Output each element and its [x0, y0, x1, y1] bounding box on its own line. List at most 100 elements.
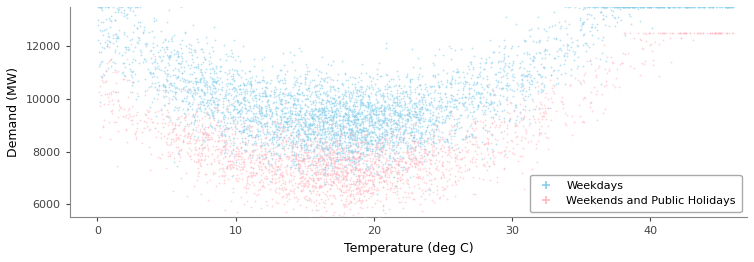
- Weekdays: [366, 182, 379, 186]
- Weekends and Public Holidays: [247, 170, 259, 174]
- Weekdays: [340, 94, 352, 99]
- Weekdays: [595, 10, 607, 14]
- Weekdays: [225, 87, 238, 91]
- Weekdays: [275, 108, 287, 112]
- Weekends and Public Holidays: [182, 131, 195, 135]
- Weekends and Public Holidays: [299, 161, 311, 165]
- Weekdays: [513, 110, 526, 114]
- Weekends and Public Holidays: [173, 137, 185, 141]
- Weekdays: [188, 79, 201, 84]
- Weekdays: [125, 5, 137, 9]
- Weekdays: [577, 33, 589, 37]
- Weekdays: [409, 148, 421, 152]
- Weekdays: [132, 20, 144, 24]
- Weekends and Public Holidays: [322, 197, 334, 201]
- Weekends and Public Holidays: [375, 153, 388, 157]
- Weekdays: [292, 127, 304, 131]
- Weekdays: [354, 75, 366, 79]
- Weekdays: [304, 122, 316, 126]
- Weekdays: [140, 44, 152, 48]
- Weekends and Public Holidays: [569, 120, 581, 124]
- Weekdays: [407, 126, 419, 130]
- Weekends and Public Holidays: [334, 166, 346, 170]
- Weekends and Public Holidays: [278, 185, 290, 189]
- Weekends and Public Holidays: [235, 195, 247, 199]
- Weekends and Public Holidays: [192, 157, 204, 162]
- Weekends and Public Holidays: [469, 121, 481, 125]
- Weekends and Public Holidays: [161, 141, 173, 146]
- Weekdays: [228, 119, 241, 123]
- Weekends and Public Holidays: [221, 151, 233, 155]
- Weekdays: [409, 90, 421, 95]
- Weekdays: [572, 43, 584, 47]
- Weekdays: [383, 103, 395, 107]
- Weekends and Public Holidays: [385, 171, 397, 176]
- Weekends and Public Holidays: [112, 69, 124, 73]
- Weekdays: [250, 99, 262, 103]
- Weekdays: [405, 127, 417, 132]
- Weekends and Public Holidays: [485, 132, 497, 136]
- Weekends and Public Holidays: [319, 165, 331, 170]
- Weekdays: [340, 145, 352, 149]
- Weekdays: [226, 116, 238, 120]
- Weekdays: [325, 133, 337, 137]
- Weekdays: [252, 129, 264, 134]
- Weekdays: [344, 144, 356, 148]
- Weekdays: [148, 35, 160, 39]
- Weekdays: [253, 109, 265, 113]
- Weekdays: [230, 88, 242, 92]
- Weekdays: [303, 89, 315, 93]
- Weekends and Public Holidays: [203, 125, 215, 129]
- Weekends and Public Holidays: [366, 167, 379, 171]
- Weekdays: [681, 5, 693, 9]
- Weekends and Public Holidays: [230, 146, 242, 150]
- Weekends and Public Holidays: [320, 189, 333, 193]
- Weekends and Public Holidays: [219, 141, 231, 146]
- Weekdays: [679, 5, 691, 9]
- Weekends and Public Holidays: [383, 143, 395, 147]
- Weekends and Public Holidays: [556, 100, 568, 104]
- Weekends and Public Holidays: [325, 157, 337, 162]
- Weekends and Public Holidays: [213, 147, 225, 151]
- Weekends and Public Holidays: [495, 119, 507, 124]
- Weekdays: [234, 83, 246, 88]
- Weekdays: [348, 162, 360, 166]
- Weekdays: [370, 133, 382, 137]
- Weekdays: [287, 140, 299, 144]
- Weekdays: [583, 45, 595, 49]
- Weekends and Public Holidays: [320, 209, 332, 214]
- Weekdays: [310, 93, 322, 97]
- Weekdays: [594, 9, 606, 14]
- Weekdays: [467, 46, 479, 50]
- Weekends and Public Holidays: [412, 140, 425, 144]
- Weekends and Public Holidays: [437, 160, 449, 164]
- Weekends and Public Holidays: [418, 189, 431, 193]
- Weekends and Public Holidays: [421, 148, 433, 152]
- Weekdays: [319, 129, 331, 133]
- Weekdays: [270, 151, 282, 156]
- Weekends and Public Holidays: [348, 155, 360, 160]
- Weekdays: [464, 76, 477, 80]
- Weekdays: [359, 138, 371, 142]
- Weekdays: [663, 5, 675, 9]
- Weekdays: [486, 133, 498, 137]
- Weekends and Public Holidays: [312, 129, 324, 133]
- Weekdays: [377, 162, 389, 166]
- Weekdays: [458, 95, 470, 100]
- Weekends and Public Holidays: [247, 153, 259, 157]
- Weekdays: [380, 117, 392, 122]
- Weekdays: [342, 150, 354, 154]
- Weekends and Public Holidays: [277, 194, 289, 198]
- Weekdays: [209, 91, 221, 95]
- Weekdays: [311, 83, 323, 88]
- Weekdays: [363, 124, 375, 129]
- Weekends and Public Holidays: [647, 31, 659, 35]
- Weekends and Public Holidays: [280, 140, 292, 144]
- Weekends and Public Holidays: [190, 148, 202, 152]
- Weekends and Public Holidays: [357, 139, 369, 144]
- Weekends and Public Holidays: [287, 207, 299, 211]
- X-axis label: Temperature (deg C): Temperature (deg C): [344, 242, 474, 255]
- Weekdays: [375, 74, 387, 78]
- Weekdays: [228, 79, 241, 83]
- Weekdays: [394, 111, 406, 115]
